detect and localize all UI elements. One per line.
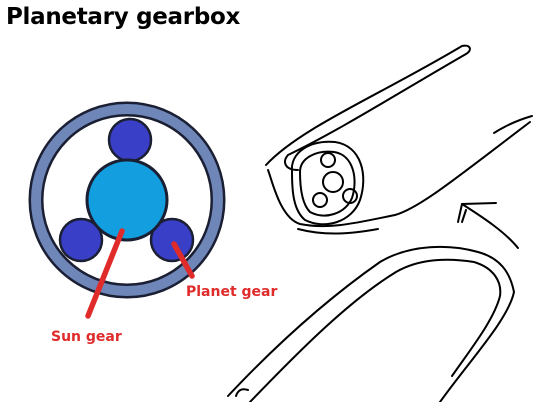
planet-gears xyxy=(58,117,195,263)
finger-top-lower-edge xyxy=(297,228,379,235)
planet-gear-pointer xyxy=(171,241,195,279)
mini-sun xyxy=(322,171,344,193)
finger-bottom-outer xyxy=(227,245,515,402)
mini-gearbox-sketch xyxy=(290,140,365,226)
finger-bottom-inner xyxy=(249,258,502,402)
sun-gear-pointer xyxy=(85,228,125,319)
mini-planet-right xyxy=(342,188,358,204)
finger-bottom-sketch xyxy=(227,245,515,402)
planet-gear-top xyxy=(107,117,153,163)
planet-gear-left xyxy=(58,217,104,263)
ring-gear-band xyxy=(31,104,223,296)
arrow-shaft xyxy=(461,203,519,249)
arrow-head-a xyxy=(457,203,463,223)
diagram-title: Planetary gearbox xyxy=(6,4,241,30)
finger-top-outline xyxy=(265,44,471,171)
finger-top-sketch xyxy=(265,44,533,235)
arrow-head-c xyxy=(461,209,467,223)
arrow-sketch xyxy=(457,202,519,249)
planet-gear-label: Planet gear xyxy=(186,284,277,300)
ring-gear xyxy=(28,101,226,299)
finger-top-underside xyxy=(267,121,531,228)
sun-gear-label: Sun gear xyxy=(51,329,122,345)
arrow-head-b xyxy=(461,202,497,205)
mini-planet-left xyxy=(312,192,328,208)
mini-gearbox-outer xyxy=(290,140,365,226)
sun-gear xyxy=(85,158,169,242)
finger-bottom-tip-left xyxy=(235,388,249,397)
finger-top-crease xyxy=(493,115,533,134)
planet-gear-right xyxy=(149,217,195,263)
mini-planet-top xyxy=(320,152,336,168)
mini-gearbox-inner xyxy=(299,150,356,217)
